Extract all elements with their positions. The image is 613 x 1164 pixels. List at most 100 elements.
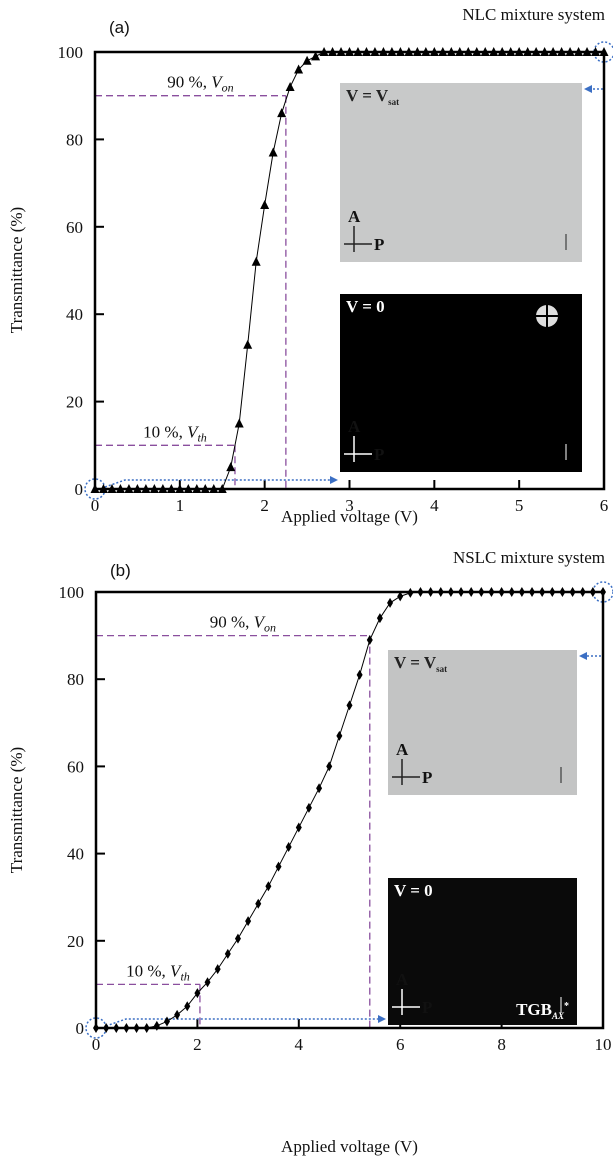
x-tick-label: 3	[345, 496, 354, 515]
y-tick-label: 0	[76, 1019, 85, 1038]
data-point	[224, 948, 231, 959]
phase-label: TGBAX*	[516, 1000, 569, 1021]
inset-label-text: V = 0	[346, 297, 385, 316]
analyzer-label: A	[396, 740, 409, 759]
y-axis-label: Transmittance (%)	[7, 747, 26, 873]
data-point	[214, 964, 221, 975]
x-tick-label: 5	[515, 496, 524, 515]
polarizer-label: P	[422, 998, 432, 1017]
polarizer-label: P	[374, 445, 384, 464]
guide-label-text: 10 %,	[143, 422, 187, 441]
phase-label-text: TGB	[516, 1000, 552, 1019]
data-point	[243, 339, 253, 349]
data-point	[194, 988, 201, 999]
data-point	[153, 1020, 160, 1031]
panel-label: (b)	[110, 561, 131, 580]
callout-arrow	[583, 602, 604, 657]
inset-label: V = 0	[394, 881, 433, 900]
guide-label-var: V	[187, 422, 200, 441]
x-tick-label: 0	[92, 1035, 101, 1054]
guide-label-sub: on	[222, 81, 234, 95]
polarizer-label: P	[374, 235, 384, 254]
inset-label: V = Vsat	[346, 86, 399, 107]
x-tick-label: 6	[600, 496, 609, 515]
inset-label-sub: sat	[436, 664, 447, 674]
phase-label-sup: *	[564, 1001, 569, 1012]
data-point	[268, 147, 278, 157]
inset-image	[388, 650, 577, 795]
callout-arrowhead	[330, 476, 338, 484]
data-point	[234, 418, 244, 428]
data-point	[234, 933, 241, 944]
data-point	[376, 613, 383, 624]
guide-label: 10 %, Vth	[126, 961, 190, 983]
data-point	[387, 597, 394, 608]
y-axis-label: Transmittance (%)	[7, 207, 26, 333]
y-tick-label: 20	[67, 932, 84, 951]
data-point	[245, 916, 252, 927]
callout-arrow	[588, 62, 605, 90]
analyzer-label: A	[348, 207, 361, 226]
data-point	[397, 591, 404, 602]
data-point	[265, 881, 272, 892]
guide-label: 90 %, Von	[210, 613, 276, 635]
inset-image	[340, 83, 582, 262]
y-tick-label: 80	[67, 670, 84, 689]
guide-label-sub: on	[264, 621, 276, 635]
panel-subtitle: NLC mixture system	[462, 5, 605, 24]
data-point	[251, 256, 261, 266]
x-tick-label: 10	[595, 1035, 612, 1054]
phase-label-sub: AX	[551, 1011, 565, 1021]
data-point	[305, 802, 312, 813]
data-point	[255, 898, 262, 909]
panel-subtitle: NSLC mixture system	[453, 548, 605, 567]
inset-label: V = 0	[346, 297, 385, 316]
inset-label-sub: sat	[388, 97, 399, 107]
guide-label-var: V	[254, 613, 267, 632]
guide-label: 90 %, Von	[167, 73, 233, 95]
y-tick-label: 40	[66, 305, 83, 324]
inset-label-text: V = V	[346, 86, 389, 105]
data-point	[326, 761, 333, 772]
data-point	[295, 822, 302, 833]
panel-label: (a)	[109, 18, 130, 37]
data-point	[184, 1001, 191, 1012]
guide-label-var: V	[211, 73, 224, 92]
data-point	[226, 462, 236, 472]
x-tick-label: 8	[497, 1035, 506, 1054]
data-point	[275, 861, 282, 872]
guide-label-text: 90 %,	[210, 613, 254, 632]
x-tick-label: 6	[396, 1035, 405, 1054]
guide-label-var: V	[170, 961, 183, 980]
x-tick-label: 4	[295, 1035, 304, 1054]
callout-arrow	[104, 479, 334, 488]
guide-label-sub: th	[197, 430, 206, 444]
guide-label: 10 %, Vth	[143, 422, 207, 444]
callout-arrow	[105, 1018, 382, 1027]
data-point	[366, 634, 373, 645]
x-tick-label: 4	[430, 496, 439, 515]
x-axis-label: Applied voltage (V)	[281, 507, 418, 526]
data-point	[163, 1016, 170, 1027]
data-point	[285, 842, 292, 853]
data-point	[346, 700, 353, 711]
y-tick-label: 20	[66, 393, 83, 412]
data-point	[277, 108, 287, 118]
y-tick-label: 0	[75, 480, 84, 499]
y-tick-label: 100	[59, 583, 85, 602]
analyzer-label: A	[348, 417, 361, 436]
inset-label-text: V = V	[394, 653, 437, 672]
guide-label-sub: th	[180, 969, 189, 983]
x-tick-label: 1	[176, 496, 185, 515]
x-tick-label: 2	[260, 496, 269, 515]
data-point	[285, 81, 295, 91]
x-axis-label: Applied voltage (V)	[281, 1137, 418, 1156]
y-tick-label: 60	[67, 757, 84, 776]
y-tick-label: 100	[58, 43, 84, 62]
data-point	[311, 51, 321, 61]
data-point	[174, 1009, 181, 1020]
polarizer-label: P	[422, 768, 432, 787]
callout-arrowhead	[584, 85, 592, 93]
guide-label-text: 10 %,	[126, 961, 170, 980]
